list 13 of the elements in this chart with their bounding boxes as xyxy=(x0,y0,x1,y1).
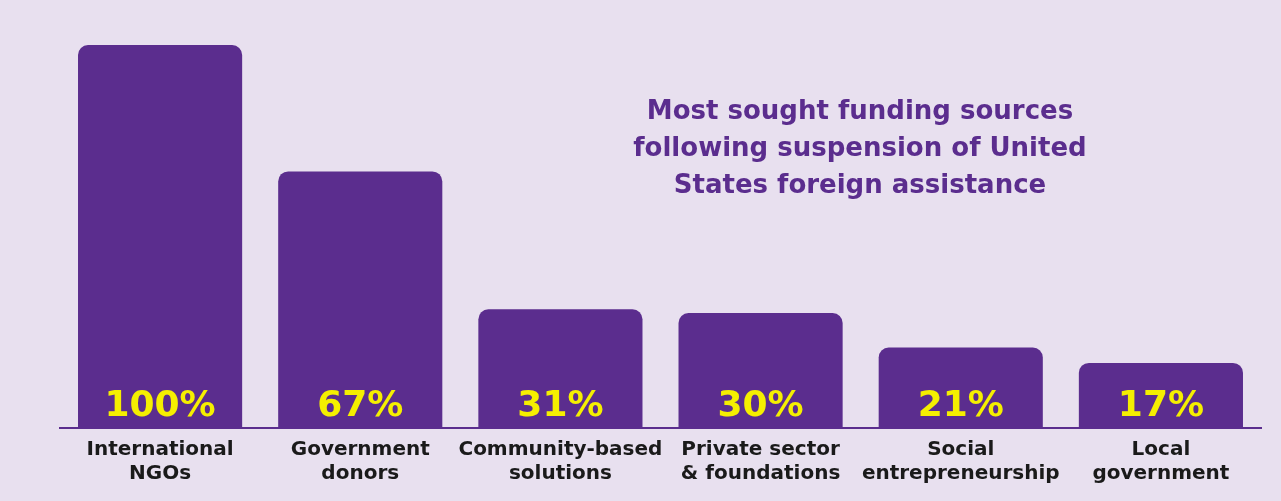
data-label: 67% xyxy=(317,383,404,424)
x-tick-label: Private sector & foundations xyxy=(680,436,841,485)
x-tick-label: Social entrepreneurship xyxy=(861,436,1060,485)
data-label: 30% xyxy=(717,383,804,424)
data-label: 31% xyxy=(517,383,604,424)
data-label: 21% xyxy=(917,383,1004,424)
x-tick-label: International NGOs xyxy=(86,436,234,485)
data-label: 17% xyxy=(1117,383,1204,424)
data-label: 100% xyxy=(104,383,216,424)
text: Most sought funding sources following suspension of United States foreign assistance xyxy=(632,94,1088,201)
x-tick-label: Local government xyxy=(1092,436,1230,485)
x-tick-label: Community-based solutions xyxy=(458,436,663,485)
x-tick-label: Government donors xyxy=(290,436,431,485)
